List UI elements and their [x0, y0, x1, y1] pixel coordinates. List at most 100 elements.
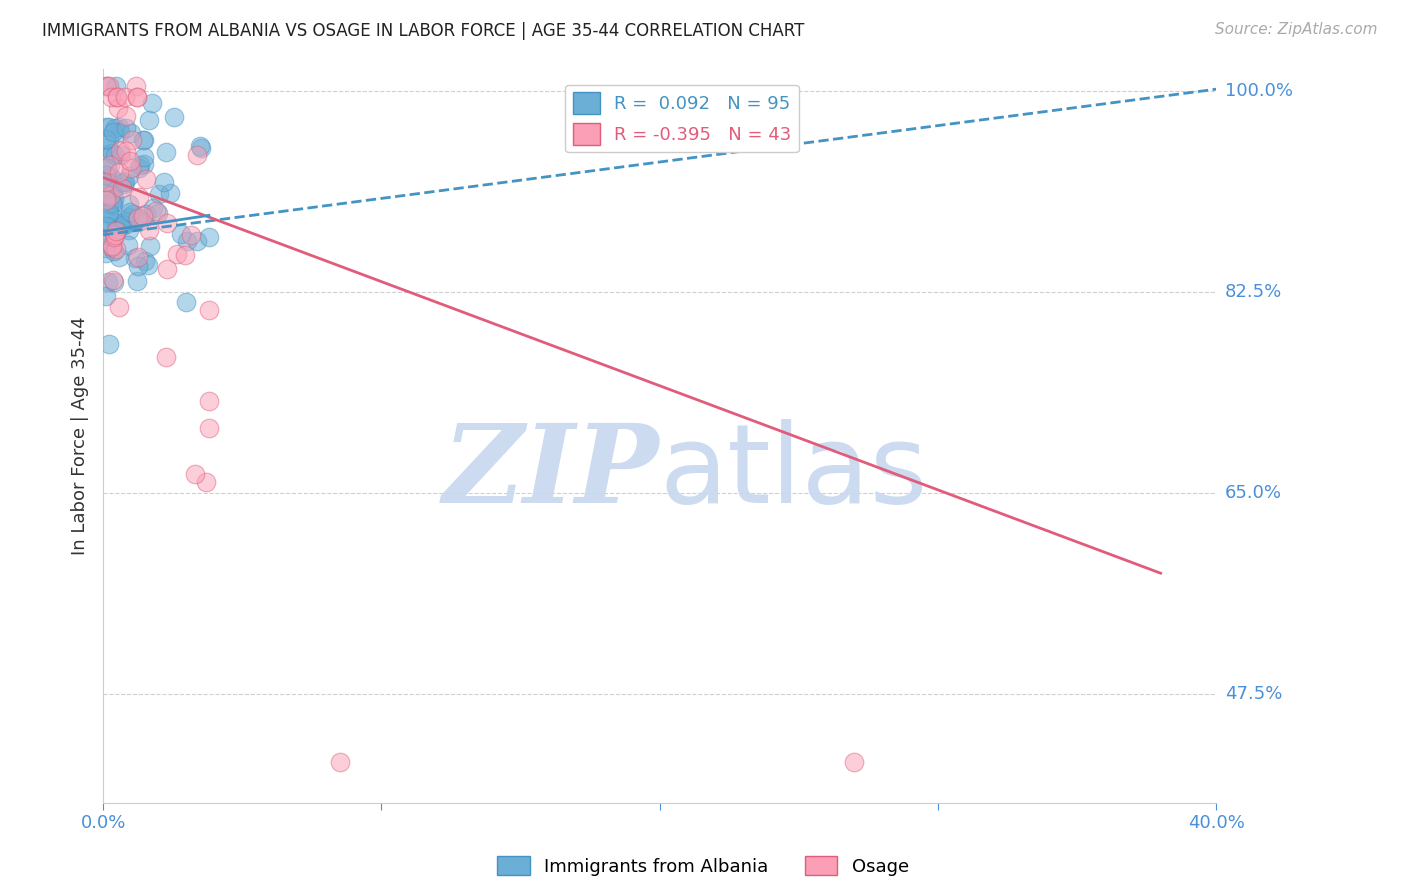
Point: [98, 205, 121, 219]
Point: [159, 186, 181, 201]
Point: [94, 169, 117, 183]
Point: [134, 254, 156, 268]
Point: [97, 133, 120, 147]
Point: [100, 90, 122, 104]
Point: [125, 90, 148, 104]
Point: [120, 126, 142, 140]
Point: [94, 245, 117, 260]
Point: [94, 234, 117, 248]
Point: [108, 165, 131, 179]
Point: [148, 187, 170, 202]
Point: [103, 227, 125, 242]
Point: [135, 172, 157, 186]
Point: [128, 158, 150, 172]
Point: [114, 145, 136, 159]
Text: 82.5%: 82.5%: [1225, 283, 1282, 301]
Point: [94, 147, 117, 161]
Point: [105, 242, 128, 256]
Point: [134, 151, 156, 165]
Point: [94, 168, 117, 182]
Point: [117, 215, 139, 229]
Point: [117, 197, 139, 211]
Point: [104, 120, 127, 135]
Point: [98, 120, 121, 135]
Point: [112, 218, 135, 232]
Point: [141, 95, 163, 110]
Y-axis label: In Labor Force | Age 35-44: In Labor Force | Age 35-44: [72, 317, 89, 555]
Point: [101, 240, 124, 254]
Point: [112, 177, 135, 191]
Point: [108, 250, 131, 264]
Point: [96, 187, 118, 202]
Point: [114, 90, 136, 104]
Point: [104, 216, 127, 230]
Point: [97, 275, 120, 289]
Point: [103, 273, 125, 287]
Point: [94, 175, 117, 189]
Point: [100, 170, 122, 185]
Point: [115, 109, 138, 123]
Point: [101, 145, 124, 160]
Text: Source: ZipAtlas.com: Source: ZipAtlas.com: [1215, 22, 1378, 37]
Point: [111, 181, 134, 195]
Legend: R =  0.092   N = 95, R = -0.395   N = 43: R = 0.092 N = 95, R = -0.395 N = 43: [565, 85, 799, 153]
Point: [101, 211, 124, 225]
Point: [134, 133, 156, 147]
Point: [121, 132, 143, 146]
Point: [101, 239, 124, 253]
Point: [156, 216, 179, 230]
Point: [176, 235, 198, 249]
Point: [184, 467, 207, 482]
Point: [98, 336, 121, 351]
Text: IMMIGRANTS FROM ALBANIA VS OSAGE IN LABOR FORCE | AGE 35-44 CORRELATION CHART: IMMIGRANTS FROM ALBANIA VS OSAGE IN LABO…: [42, 22, 804, 40]
Point: [94, 289, 117, 303]
Point: [117, 237, 139, 252]
Point: [118, 211, 141, 225]
Point: [94, 213, 117, 227]
Point: [125, 78, 148, 93]
Point: [104, 227, 127, 242]
Point: [111, 219, 134, 233]
Point: [101, 186, 124, 201]
Point: [105, 222, 128, 236]
Point: [127, 211, 149, 225]
Point: [134, 157, 156, 171]
Text: atlas: atlas: [659, 418, 928, 525]
Point: [115, 121, 138, 136]
Point: [96, 161, 118, 176]
Point: [104, 147, 127, 161]
Point: [103, 124, 125, 138]
Point: [118, 223, 141, 237]
Point: [198, 394, 221, 409]
Point: [105, 90, 128, 104]
Point: [96, 192, 118, 206]
Point: [844, 756, 866, 770]
Point: [127, 251, 149, 265]
Point: [127, 274, 149, 288]
Point: [96, 78, 118, 93]
Point: [148, 206, 170, 220]
Point: [198, 421, 221, 435]
Point: [97, 206, 120, 220]
Text: ZIP: ZIP: [443, 418, 659, 526]
Point: [170, 227, 193, 242]
Point: [136, 258, 159, 272]
Point: [198, 230, 221, 244]
Point: [96, 160, 118, 174]
Point: [120, 161, 142, 175]
Point: [104, 224, 127, 238]
Point: [108, 144, 131, 158]
Point: [94, 132, 117, 146]
Point: [122, 207, 145, 221]
Point: [114, 175, 136, 189]
Point: [166, 246, 188, 260]
Point: [98, 220, 121, 235]
Point: [128, 161, 150, 175]
Point: [194, 475, 217, 489]
Point: [186, 234, 208, 248]
Text: 65.0%: 65.0%: [1225, 483, 1282, 502]
Point: [174, 295, 197, 310]
Point: [101, 195, 124, 210]
Point: [120, 153, 142, 168]
Point: [128, 213, 150, 227]
